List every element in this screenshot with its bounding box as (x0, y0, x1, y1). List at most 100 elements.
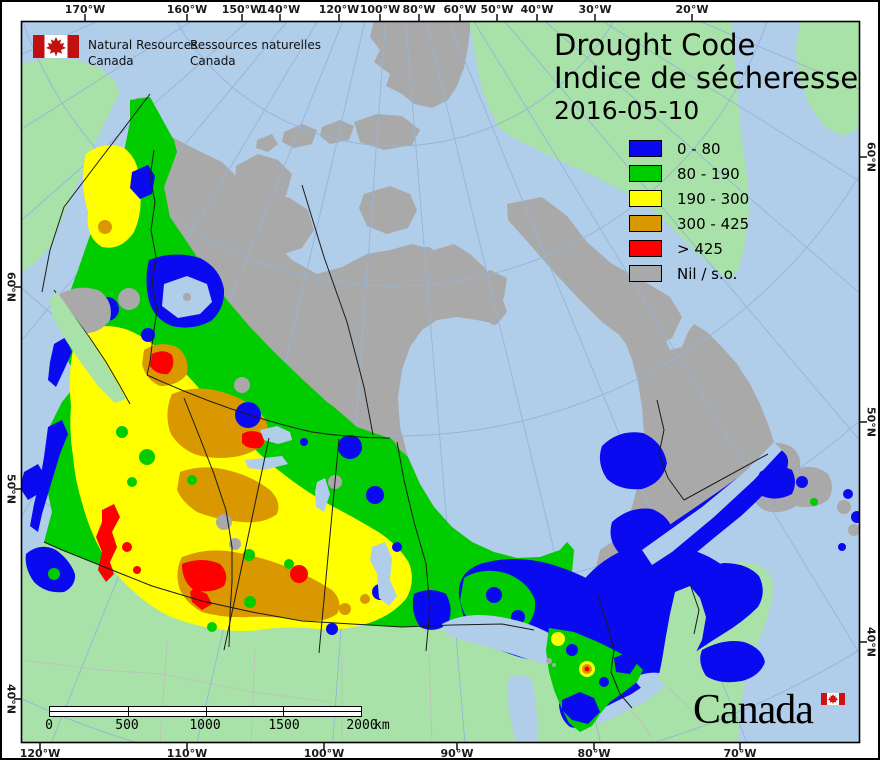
island-parry-3 (256, 134, 278, 152)
blue-nova-scotia (700, 641, 765, 683)
legend-swatch-green (629, 165, 662, 182)
lat-label: 60°N (4, 271, 18, 303)
border-mb-on (396, 441, 431, 652)
logo-text-en: Natural Resources Canada (88, 38, 198, 68)
island-parry-1 (282, 124, 317, 148)
lon-label: 20°W (675, 3, 709, 16)
map-title: Drought Code Indice de sécheresse 2016-0… (554, 29, 858, 126)
legend-row: 80 - 190 (629, 161, 749, 186)
lake-reindeer (315, 478, 330, 512)
border-qc-nl (656, 399, 769, 501)
scale-tick-label: 1500 (268, 718, 300, 733)
zone-yellow-manitoba (342, 598, 375, 624)
st-lawrence-estuary (642, 442, 782, 565)
title-fr: Indice de sécheresse (554, 61, 859, 95)
atlantic-speck-2 (848, 524, 860, 536)
legend-swatch-yellow (629, 190, 662, 207)
orange-middle-lobe (177, 467, 279, 523)
red-alberta-main (182, 560, 227, 592)
legend-row: > 425 (629, 236, 749, 261)
lake-erie (592, 692, 645, 724)
blue-newfoundland-patch (757, 466, 795, 499)
island-southampton (468, 270, 507, 306)
wordmark-flag-icon (821, 693, 845, 705)
island-ellesmere (370, 21, 470, 108)
lake-ontario (632, 672, 664, 689)
axis-ticks (14, 14, 867, 750)
border-on-qc (597, 595, 633, 709)
lake-great-slave (260, 426, 292, 444)
island-parry-2 (320, 120, 354, 144)
border-sk-mb (318, 438, 340, 654)
logo-text-fr: Ressources naturelles Canada (190, 38, 321, 68)
border-60n (146, 374, 391, 439)
legend-label: 0 - 80 (677, 139, 721, 158)
lat-label: 40°N (864, 626, 878, 658)
title-en: Drought Code (554, 28, 756, 62)
border-ab-sk (223, 437, 270, 651)
scale-tick-label: 1000 (189, 718, 221, 733)
legend-swatch-red (629, 240, 662, 257)
legend: 0 - 80 80 - 190 190 - 300 300 - 425 > 42… (629, 136, 749, 286)
lon-label: 50°W (480, 3, 514, 16)
lake-superior (442, 615, 575, 670)
lake-athabasca (245, 456, 288, 470)
lon-label: 120°W (318, 3, 360, 16)
legend-label: 80 - 190 (677, 164, 740, 183)
borders (41, 93, 769, 709)
lake-michigan (507, 675, 538, 743)
blue-labrador (599, 432, 667, 490)
legend-row: 300 - 425 (629, 211, 749, 236)
map-frame (20, 20, 861, 744)
lon-label: 80°W (402, 3, 436, 16)
lat-label: 50°N (864, 406, 878, 438)
region-alaska (21, 58, 120, 272)
legend-row: 190 - 300 (629, 186, 749, 211)
zone-yellow-yukon (82, 145, 141, 248)
border-bc-ab (183, 397, 233, 648)
border-alaska-141w (41, 93, 151, 293)
legend-label: Nil / s.o. (677, 264, 738, 283)
lon-label: 120°W (19, 747, 61, 760)
scale-tick-label: 0 (45, 718, 53, 733)
red-bc-streak (96, 504, 120, 582)
blue-bc-coast (30, 420, 68, 532)
blue-lake-of-woods (412, 590, 451, 630)
lat-label: 60°N (864, 141, 878, 173)
region-greenland (469, 21, 749, 279)
scale-tick-label: 500 (115, 718, 139, 733)
alaska-panhandle-strip (49, 292, 126, 403)
lat-label: 50°N (4, 473, 18, 505)
island-coats (489, 315, 499, 325)
island-somerset (359, 186, 417, 234)
bullseye-red (584, 666, 590, 672)
lon-label: 160°W (166, 3, 208, 16)
lon-label: 40°W (520, 3, 554, 16)
lake-winnipeg (370, 542, 397, 606)
lon-label: 90°W (440, 747, 474, 760)
lon-label: 30°W (578, 3, 612, 16)
island-devon (354, 114, 420, 150)
border-nb-maine (689, 583, 700, 635)
legend-label: 190 - 300 (677, 189, 750, 208)
island-victoria (238, 192, 314, 256)
region-greenland-east (796, 21, 860, 136)
island-banks (235, 154, 292, 208)
border-yukon-nwt (146, 149, 158, 376)
atlantic-speck-1 (837, 500, 851, 514)
lon-label: 110°W (166, 747, 208, 760)
lon-label: 150°W (221, 3, 263, 16)
scale-bar (49, 706, 362, 717)
canada-flag-icon (33, 35, 79, 58)
scale-tick-label: 2000 (346, 718, 378, 733)
legend-row: 0 - 80 (629, 136, 749, 161)
lon-label: 100°W (359, 3, 401, 16)
scale-unit: km (374, 718, 390, 733)
red-sask-dot (290, 565, 308, 583)
island-baffin (507, 197, 682, 348)
canada-wordmark: Canada (693, 687, 814, 733)
lat-label: 40°N (4, 683, 18, 715)
legend-label: 300 - 425 (677, 214, 750, 233)
